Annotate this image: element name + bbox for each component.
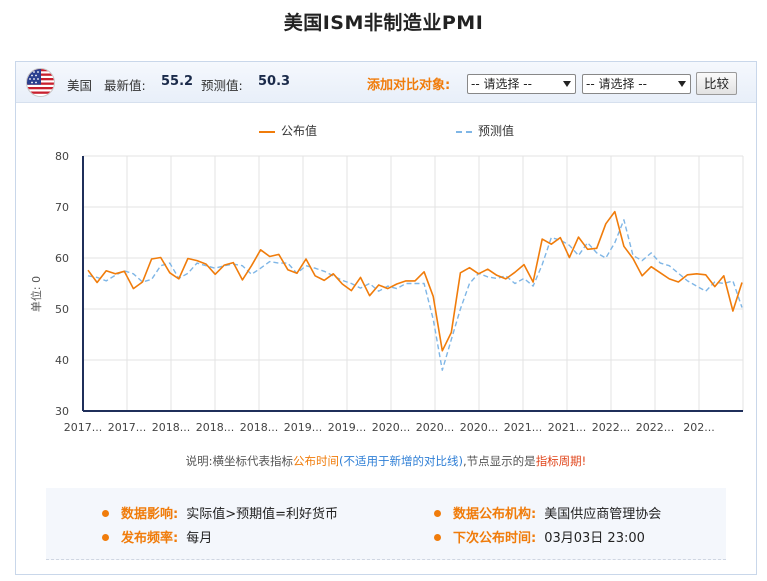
x-tick-label: 2017... <box>108 421 146 434</box>
info-agency: 数据公布机构: 美国供应商管理协会 <box>434 503 661 522</box>
x-tick-label: 2019... <box>328 421 366 434</box>
x-tick-label: 2019... <box>284 421 322 434</box>
chart-note: 说明:横坐标代表指标公布时间(不适用于新增的对比线),节点显示的是指标周期! <box>16 453 756 469</box>
info-impact-value: 实际值>预期值=利好货币 <box>186 507 338 522</box>
x-tick-label: 2021... <box>548 421 586 434</box>
compare-select-1[interactable]: -- 请选择 -- <box>467 74 576 94</box>
indicator-toolbar: 美国 最新值: 55.2 预测值: 50.3 添加对比对象: -- 请选择 --… <box>16 62 756 103</box>
legend-label-forecast: 预测值 <box>478 124 515 138</box>
note-prefix: 说明:横坐标代表指标 <box>185 454 294 468</box>
y-tick-label: 70 <box>55 201 69 214</box>
x-tick-label: 2020... <box>416 421 454 434</box>
x-tick-label: 2020... <box>372 421 410 434</box>
note-paren: (不适用于新增的对比线) <box>339 454 464 468</box>
us-flag-icon <box>26 68 55 97</box>
chart-axes: 30 40 50 60 70 80 2017... 2017... 2018... 2018...… <box>55 150 743 434</box>
x-tick-label: 2022... <box>592 421 630 434</box>
compare-select-2-value: -- 请选择 -- <box>586 77 647 91</box>
info-impact-label: 数据影响: <box>121 507 179 522</box>
latest-value: 55.2 <box>161 74 194 89</box>
country-label: 美国 <box>67 78 93 93</box>
info-agency-value: 美国供应商管理协会 <box>544 507 662 522</box>
x-tick-label: 202... <box>683 421 715 434</box>
legend-item-forecast[interactable]: 预测值 <box>456 122 514 139</box>
info-next-release: 下次公布时间: 03月03日 23:00 <box>434 527 645 546</box>
compare-select-2[interactable]: -- 请选择 -- <box>582 74 691 94</box>
info-next-release-label: 下次公布时间: <box>453 531 537 546</box>
x-tick-label: 2020... <box>460 421 498 434</box>
x-tick-label: 2022... <box>636 421 674 434</box>
indicator-info-box: 数据影响: 实际值>预期值=利好货币 数据公布机构: 美国供应商管理协会 发布频率:… <box>46 488 726 560</box>
chart-series <box>87 210 743 371</box>
page-title: 美国ISM非制造业PMI <box>283 12 484 34</box>
x-tick-label: 2018... <box>152 421 190 434</box>
chevron-down-icon <box>563 81 571 87</box>
y-tick-label: 80 <box>55 150 69 163</box>
info-impact: 数据影响: 实际值>预期值=利好货币 <box>102 503 338 522</box>
series-line-forecast <box>87 219 743 371</box>
series-line-actual <box>87 210 743 352</box>
compare-select-1-value: -- 请选择 -- <box>471 77 532 91</box>
chevron-down-icon <box>678 81 686 87</box>
x-tick-label: 2018... <box>196 421 234 434</box>
pmi-line-chart: 30 40 50 60 70 80 2017... 2017... 2018... 2018...… <box>29 150 744 434</box>
forecast-value-label: 预测值: <box>201 78 243 93</box>
y-tick-label: 60 <box>55 252 69 265</box>
info-frequency-value: 每月 <box>186 531 213 546</box>
latest-value-label: 最新值: <box>104 78 146 93</box>
note-middle: ,节点显示的是 <box>463 454 536 468</box>
legend-line-actual <box>259 130 275 133</box>
info-frequency-label: 发布频率: <box>121 531 179 546</box>
legend-line-forecast <box>456 130 472 133</box>
compare-button[interactable]: 比较 <box>696 72 737 95</box>
forecast-value: 50.3 <box>258 74 291 89</box>
info-next-release-value: 03月03日 23:00 <box>544 531 645 546</box>
y-tick-label: 40 <box>55 354 69 367</box>
info-frequency: 发布频率: 每月 <box>102 527 212 546</box>
y-axis-label: 单位: 0 <box>29 276 43 312</box>
chart-grid <box>83 155 744 411</box>
x-tick-label: 2021... <box>504 421 542 434</box>
bullet-dot <box>434 510 441 517</box>
y-tick-label: 50 <box>55 303 69 316</box>
legend-item-actual[interactable]: 公布值 <box>259 122 317 139</box>
bullet-dot <box>102 510 109 517</box>
x-tick-label: 2018... <box>240 421 278 434</box>
y-tick-label: 30 <box>55 405 69 418</box>
indicator-panel: 美国 最新值: 55.2 预测值: 50.3 添加对比对象: -- 请选择 --… <box>15 61 757 575</box>
info-agency-label: 数据公布机构: <box>453 507 537 522</box>
note-time: 公布时间 <box>293 454 340 468</box>
x-tick-label: 2017... <box>64 421 102 434</box>
legend-label-actual: 公布值 <box>281 124 318 138</box>
bullet-dot <box>434 534 441 541</box>
note-period: 指标周期! <box>535 454 587 468</box>
add-compare-label: 添加对比对象: <box>367 78 451 93</box>
bullet-dot <box>102 534 109 541</box>
